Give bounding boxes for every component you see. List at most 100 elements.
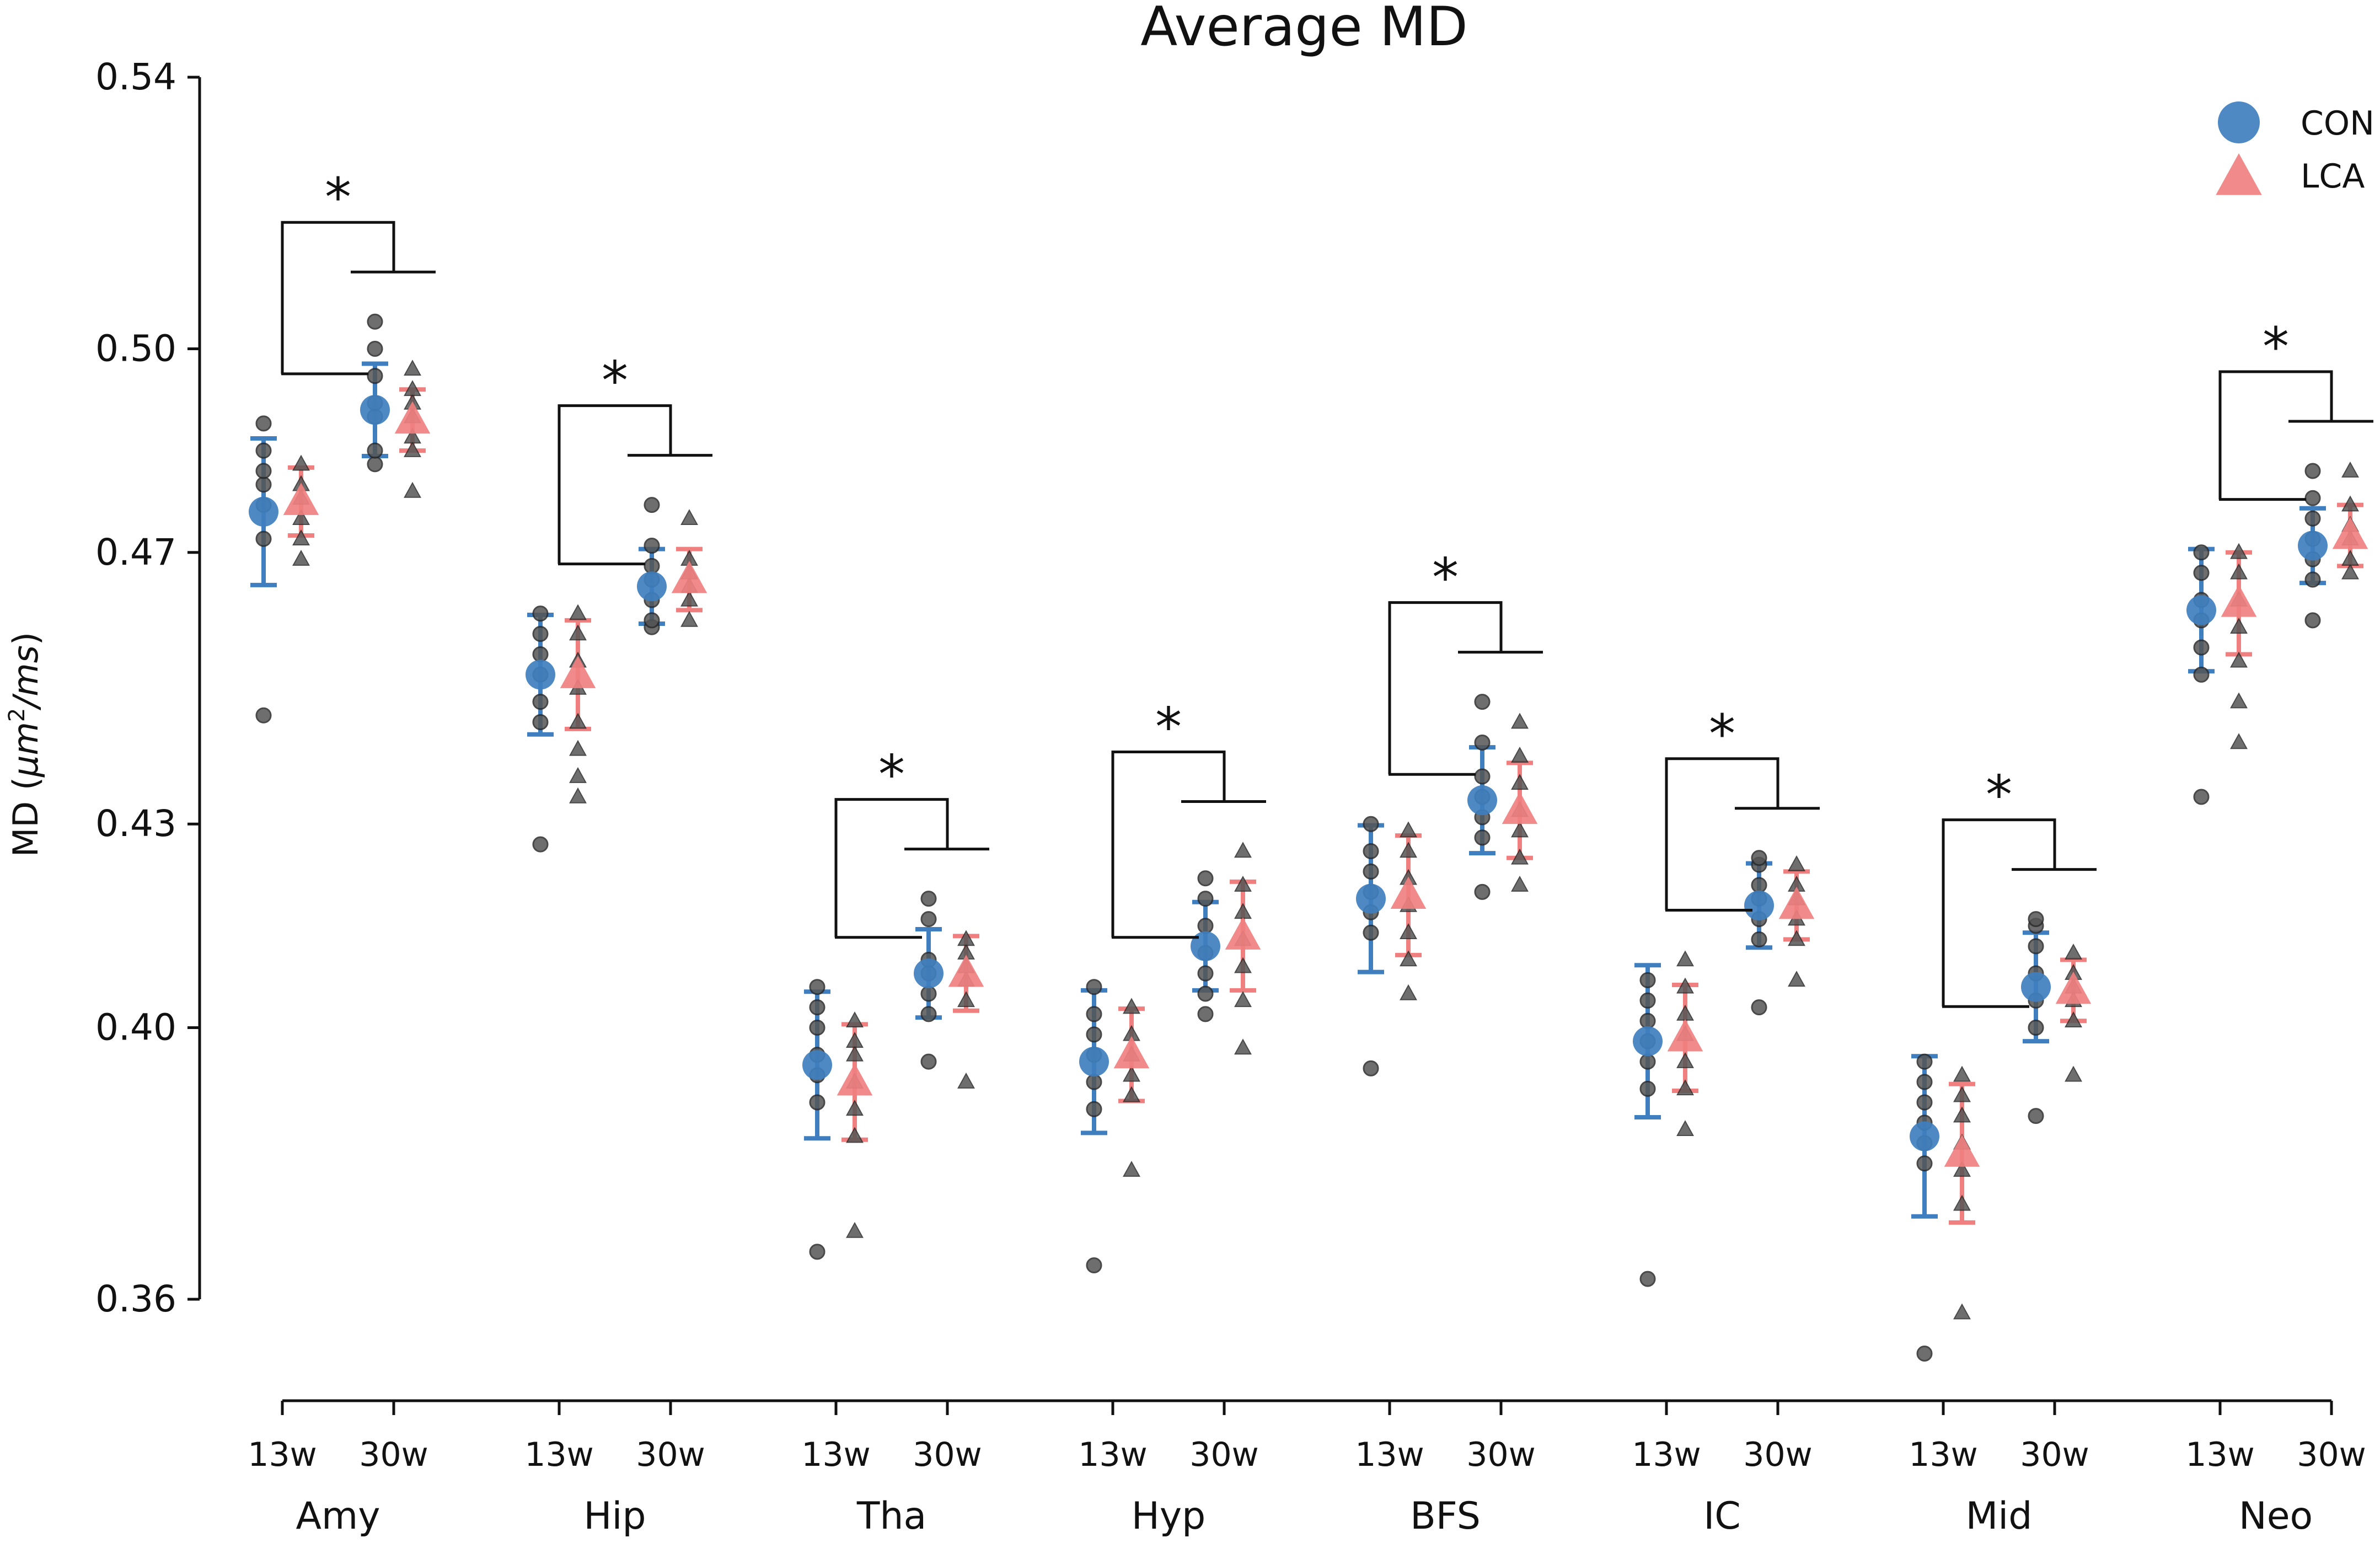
con-data-point xyxy=(1474,768,1491,785)
region-group-hip: * xyxy=(526,350,712,853)
lca-data-point xyxy=(404,427,421,444)
con-data-point xyxy=(367,340,383,357)
con-mean-marker xyxy=(526,660,555,690)
lca-data-point xyxy=(680,509,698,526)
con-data-point xyxy=(2304,612,2321,629)
con-data-point xyxy=(1751,877,1767,893)
sig-bracket xyxy=(1665,757,1779,910)
con-data-point xyxy=(920,911,937,928)
lca-data-point xyxy=(1123,1086,1140,1102)
con-data-point xyxy=(367,456,383,473)
con-mean-marker xyxy=(1744,890,1774,920)
lca-data-point xyxy=(1511,875,1529,892)
lca-data-point xyxy=(292,454,310,471)
plot-area: * * * * * * * * xyxy=(249,167,2373,1362)
lca-mean-marker xyxy=(283,483,319,515)
con-data-point xyxy=(809,1020,826,1036)
con-data-point xyxy=(1474,694,1491,710)
con-mean-marker xyxy=(1633,1026,1663,1057)
con-data-point xyxy=(1363,843,1379,859)
con-data-point xyxy=(920,985,937,1002)
region-group-ic: * xyxy=(1633,703,1820,1287)
lca-data-point xyxy=(569,740,587,756)
y-axis-label: MD (μm2/ms) xyxy=(4,632,46,857)
lca-data-point xyxy=(1400,842,1417,858)
lca-data-point xyxy=(1511,821,1529,838)
con-data-point xyxy=(920,1006,937,1022)
lca-data-point xyxy=(1400,821,1417,838)
region-label: Hyp xyxy=(1132,1494,1206,1538)
con-data-point xyxy=(1474,883,1491,900)
sig-bracket xyxy=(1111,750,1226,937)
con-data-point xyxy=(532,694,549,710)
y-axis-label-prefix: MD ( xyxy=(6,777,46,857)
lca-mean-marker xyxy=(2221,585,2257,617)
lca-data-point xyxy=(1676,1120,1694,1137)
sig-bracket xyxy=(2218,370,2333,500)
x-tick-label: 30w xyxy=(913,1435,982,1474)
x-tick-label: 30w xyxy=(1743,1435,1812,1474)
significance-star: * xyxy=(1986,764,2012,826)
lca-mean-marker xyxy=(1225,917,1261,950)
con-data-point xyxy=(1197,985,1214,1002)
con-data-point xyxy=(532,714,549,731)
con-data-point xyxy=(2028,1108,2044,1124)
lca-data-point xyxy=(1676,1052,1694,1068)
con-mean-marker xyxy=(2298,531,2328,561)
lca-data-point xyxy=(569,712,587,729)
lca-data-point xyxy=(1234,991,1252,1008)
region-group-tha: * xyxy=(802,744,989,1260)
lca-mean-marker xyxy=(1113,1036,1150,1069)
lca-data-point xyxy=(1953,1194,1971,1211)
lca-data-point xyxy=(680,610,698,627)
con-data-point xyxy=(1639,972,1656,988)
lca-data-point xyxy=(2065,944,2082,960)
lca-data-point xyxy=(569,787,587,803)
lca-data-point xyxy=(1953,1161,1971,1177)
lca-data-point xyxy=(1234,957,1252,973)
region-label: Mid xyxy=(1966,1494,2033,1538)
lca-mean-marker xyxy=(1778,886,1815,919)
lca-data-point xyxy=(1234,842,1252,858)
lca-mean-marker xyxy=(560,656,596,688)
y-tick-label: 0.50 xyxy=(95,327,176,369)
lca-data-point xyxy=(1511,774,1529,790)
con-data-point xyxy=(1916,1094,1933,1111)
con-data-point xyxy=(1639,1053,1656,1070)
lca-data-point xyxy=(2230,563,2248,580)
lca-mean-marker xyxy=(2055,971,2092,1004)
con-data-point xyxy=(1916,1345,1933,1362)
lca-data-point xyxy=(1234,903,1252,919)
lca-data-point xyxy=(2230,692,2248,709)
lca-data-point xyxy=(846,1100,864,1116)
x-tick-label: 30w xyxy=(1466,1435,1535,1474)
y-axis-label-suffix: ) xyxy=(6,632,46,645)
con-data-point xyxy=(255,476,272,493)
con-data-point xyxy=(2304,463,2321,479)
lca-mean-marker xyxy=(394,401,431,434)
con-data-point xyxy=(532,606,549,622)
chart-title: Average MD xyxy=(1140,0,1468,58)
con-data-point xyxy=(532,836,549,853)
lca-data-point xyxy=(846,1127,864,1143)
y-axis: 0.36 0.40 0.43 0.47 0.50 0.54 xyxy=(95,56,201,1320)
con-data-point xyxy=(1639,1271,1656,1287)
lca-data-point xyxy=(1123,1161,1140,1177)
legend-con-marker xyxy=(2218,101,2260,143)
lca-data-point xyxy=(569,624,587,641)
lca-data-point xyxy=(1953,1065,1971,1082)
con-mean-marker xyxy=(1467,785,1497,816)
legend-con-label: CON xyxy=(2301,104,2374,143)
region-label: IC xyxy=(1703,1494,1741,1538)
con-data-point xyxy=(644,558,660,574)
con-data-point xyxy=(1086,1074,1102,1090)
con-mean-marker xyxy=(637,571,667,602)
lca-mean-marker xyxy=(948,955,984,987)
con-data-point xyxy=(367,442,383,459)
con-data-point xyxy=(1751,931,1767,948)
x-tick-label: 30w xyxy=(1189,1435,1258,1474)
lca-data-point xyxy=(1511,848,1529,865)
lca-data-point xyxy=(1676,1004,1694,1021)
lca-data-point xyxy=(957,991,975,1008)
